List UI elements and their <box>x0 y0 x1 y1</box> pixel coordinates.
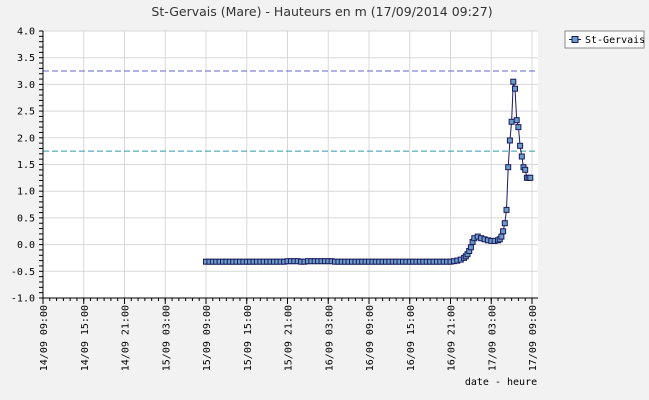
x-tick-label: 16/09 09:00 <box>365 305 376 371</box>
legend-box <box>564 30 645 49</box>
x-tick-label: 14/09 09:00 <box>39 305 50 371</box>
y-tick-labels: 4.0 3.5 3.0 2.5 2.0 1.5 1.0 0.5 0.0 -0.5 -1.0 <box>11 27 35 305</box>
data-point <box>517 142 524 149</box>
x-tick-label: 15/09 15:00 <box>243 305 254 371</box>
data-point <box>527 174 534 181</box>
y-tick-label: -1.0 <box>11 294 35 305</box>
x-tick-label: 15/09 03:00 <box>161 305 172 371</box>
y-tick-label: 3.5 <box>17 53 35 64</box>
x-tick-label: 16/09 15:00 <box>406 305 417 371</box>
data-point <box>513 117 520 124</box>
reference-lines <box>43 70 538 152</box>
data-point <box>512 85 518 92</box>
x-tick-label: 14/09 15:00 <box>80 305 91 371</box>
y-tick-label: 2.0 <box>17 133 35 144</box>
y-tick-label: -0.5 <box>11 267 35 278</box>
data-point <box>500 228 507 235</box>
x-tick-label: 15/09 21:00 <box>284 305 295 371</box>
y-tick-label: 1.5 <box>17 160 35 171</box>
y-tick-label: 0.0 <box>17 240 35 251</box>
x-tick-label: 17/09 09:00 <box>528 305 539 371</box>
data-point <box>508 118 515 125</box>
data-point <box>510 78 517 85</box>
y-tick-label: 4.0 <box>17 27 35 38</box>
chart-title: St-Gervais (Mare) - Hauteurs en m (17/09… <box>151 4 492 19</box>
y-tick-label: 0.5 <box>17 213 35 224</box>
x-tick-label: 15/09 09:00 <box>202 305 213 371</box>
series-group <box>203 78 534 265</box>
data-point <box>503 206 510 213</box>
y-tick-label: 1.0 <box>17 187 35 198</box>
x-axis-label: date - heure <box>465 377 537 388</box>
y-tick-label: 3.0 <box>17 80 35 91</box>
data-point <box>505 164 512 171</box>
x-tick-labels: 14/09 09:00 14/09 15:00 14/09 21:00 15/09 0… <box>39 305 539 371</box>
axes <box>42 31 538 299</box>
data-point <box>518 153 525 160</box>
x-tick-label: 17/09 03:00 <box>487 305 498 371</box>
legend-label: St-Gervais <box>585 35 645 46</box>
legend: St-Gervais <box>564 30 645 49</box>
data-point <box>506 137 513 144</box>
legend-marker <box>571 36 579 43</box>
x-tick-label: 16/09 21:00 <box>447 305 458 371</box>
x-tick-label: 16/09 03:00 <box>324 305 335 371</box>
data-point <box>498 233 505 240</box>
data-point <box>501 220 508 227</box>
data-point <box>515 124 522 131</box>
y-tick-label: 2.5 <box>17 107 35 118</box>
x-tick-label: 14/09 21:00 <box>121 305 132 371</box>
data-point <box>467 244 474 251</box>
data-point <box>522 166 529 173</box>
